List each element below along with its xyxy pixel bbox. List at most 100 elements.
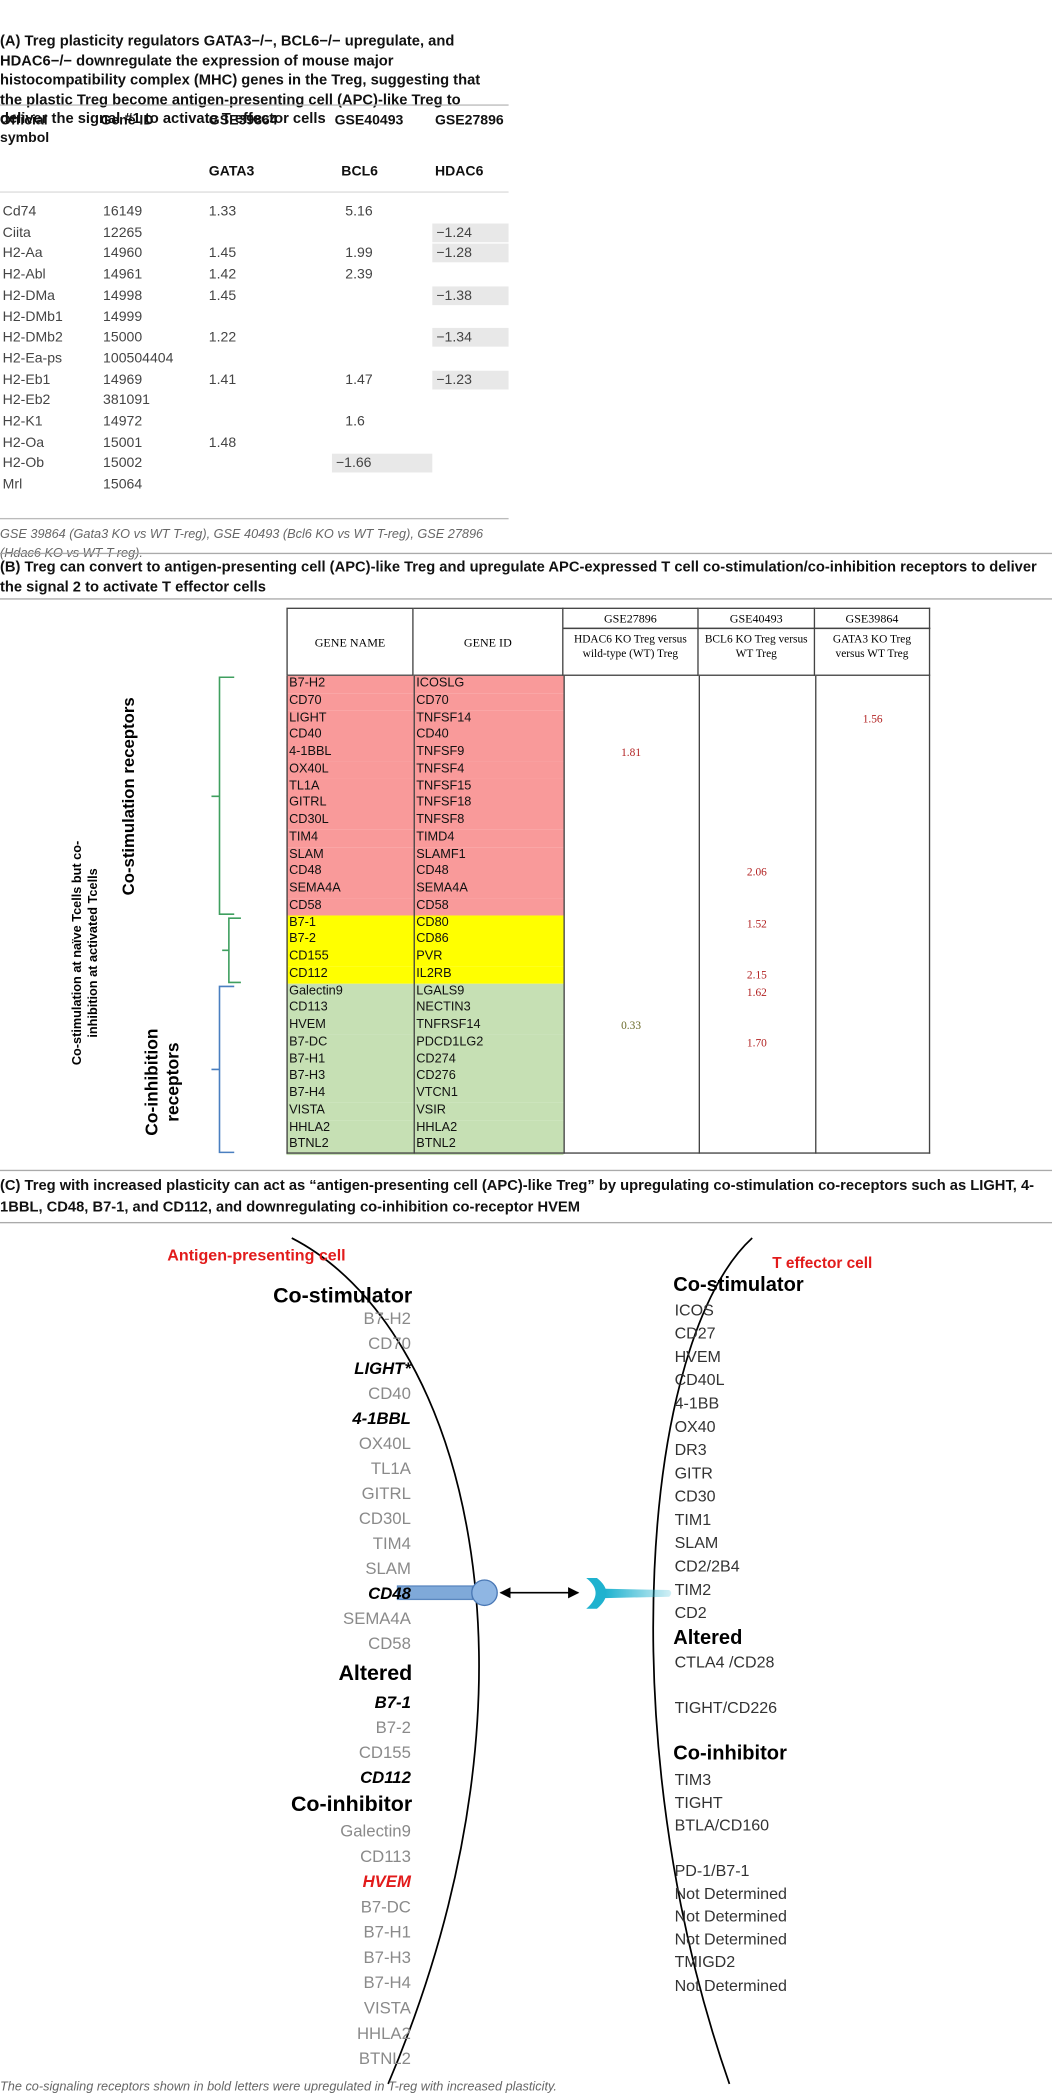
table-cell: SLAMF1 [413, 846, 564, 865]
table-cell: 5.16 [345, 203, 373, 220]
table-cell: 1.56 [862, 711, 883, 725]
table-cell: VSIR [413, 1102, 564, 1121]
table-cell: CD113 [286, 1000, 414, 1018]
column-header: GENE NAME [286, 607, 414, 676]
table-cell: CD80 [413, 914, 564, 933]
table-cell: CD70 [413, 692, 564, 711]
table-cell: 1.81 [621, 745, 642, 759]
table-cell: TIM4 [286, 829, 414, 848]
rule [0, 191, 509, 193]
receptor: CD48 [368, 1584, 411, 1603]
group-heading: Co-stimulator [273, 1284, 412, 1308]
receptor: B7-H3 [364, 1948, 411, 1967]
footnote: The co-signaling receptors shown in bold… [0, 2079, 557, 2095]
table-cell: CD40 [413, 727, 564, 745]
group-heading: Co-inhibitor [673, 1742, 787, 1764]
receptor: CD155 [359, 1743, 411, 1762]
receptor: Not Determined [675, 1977, 787, 1995]
rule [0, 1169, 1052, 1172]
receptor: OX40 [675, 1418, 716, 1436]
table-cell: 1.45 [208, 245, 237, 262]
section-title: (C) Treg with increased plasticity can a… [0, 1177, 1035, 1215]
receptor: CD58 [368, 1634, 411, 1653]
table-cell: 2.06 [746, 864, 767, 879]
table-cell: H2-Eb2 [2, 392, 51, 409]
table-cell: H2-DMb2 [2, 329, 63, 346]
table-cell: LIGHT [286, 710, 414, 728]
table-cell: 14998 [103, 287, 143, 304]
table-cell: SEMA4A [286, 880, 414, 899]
table-cell: H2-Aa [2, 245, 43, 262]
table-cell: H2-DMa [2, 287, 56, 304]
receptor: TIM2 [675, 1581, 712, 1599]
receptor-stem [604, 1588, 672, 1599]
table-cell: TNFSF18 [413, 795, 564, 814]
table-border [286, 675, 931, 1154]
group-label: Co-inhibition receptors [141, 1027, 183, 1136]
table-cell: H2-Oa [2, 434, 45, 451]
table-cell: TNFSF14 [413, 710, 564, 728]
table-cell: HHLA2 [286, 1119, 414, 1138]
receptor: PD-1/B7-1 [675, 1862, 750, 1880]
membrane [652, 1237, 753, 2085]
column-header: GSE40493 [334, 112, 404, 129]
group-label: Co-stimulation receptors [119, 697, 138, 896]
table-cell: CD58 [413, 897, 564, 916]
table-cell: 1.22 [208, 329, 237, 346]
receptor: SEMA4A [343, 1609, 412, 1628]
column-header: GSE39864 [208, 112, 278, 129]
receptor: Not Determined [675, 1930, 787, 1948]
table-cell: 12265 [103, 224, 143, 241]
column-line [815, 675, 817, 1154]
table-cell: CD86 [413, 931, 564, 950]
table-cell: −1.28 [432, 244, 509, 263]
receptor: Not Determined [675, 1885, 787, 1903]
column-header: Gene ID [100, 112, 154, 129]
table-cell: −1.66 [331, 454, 433, 473]
receptor: BTNL2 [359, 2049, 411, 2068]
receptor: CD2/2B4 [675, 1557, 740, 1575]
group-heading: Altered [338, 1661, 412, 1685]
receptor: HHLA2 [357, 2024, 411, 2043]
table-cell: GITRL [286, 795, 414, 814]
table-cell: BTNL2 [413, 1136, 564, 1155]
table-cell: 14969 [103, 371, 143, 388]
table-cell: 16149 [103, 203, 143, 220]
receptor: BTLA/CD160 [675, 1817, 770, 1835]
table-cell: H2-Ob [2, 455, 45, 472]
receptor: TMIGD2 [675, 1953, 736, 1971]
table-cell: H2-Abl [2, 266, 46, 283]
receptor: CD112 [360, 1768, 412, 1787]
brackets [211, 676, 241, 1154]
table-cell: TNFSF9 [413, 744, 564, 762]
receptor: CD40 [368, 1384, 411, 1403]
table-cell: TL1A [286, 778, 414, 797]
footnote: GSE 39864 (Gata3 KO vs WT T-reg), GSE 40… [0, 527, 484, 561]
column-header: HDAC6 [434, 163, 484, 180]
table-cell: B7-2 [286, 931, 414, 950]
group-heading: Co-inhibitor [291, 1792, 412, 1816]
table-cell: 15001 [103, 434, 143, 451]
receptor: SLAM [365, 1559, 411, 1578]
table-cell: 381091 [103, 392, 150, 409]
rule [0, 1221, 1052, 1224]
section-title: (B) Treg can convert to antigen-presenti… [0, 559, 1037, 596]
receptor: B7-H1 [364, 1923, 411, 1942]
table-cell: H2-Ea-ps [2, 350, 63, 367]
table-cell: Mrl [2, 476, 23, 493]
receptor-head [586, 1577, 607, 1609]
receptor: Not Determined [675, 1908, 787, 1926]
receptor: LIGHT* [354, 1359, 412, 1378]
table-cell: B7-1 [286, 914, 414, 933]
column-header: Official symbol [0, 112, 50, 146]
table-cell: CD112 [286, 966, 414, 984]
table-cell: OX40L [286, 761, 414, 779]
table-cell: 1.6 [345, 413, 365, 430]
receptor: CD70 [368, 1334, 411, 1353]
receptor: B7-1 [375, 1693, 411, 1712]
cell-title: T effector cell [772, 1255, 872, 1272]
table-cell: 14961 [103, 266, 143, 283]
column-header: BCL6 [341, 163, 378, 180]
